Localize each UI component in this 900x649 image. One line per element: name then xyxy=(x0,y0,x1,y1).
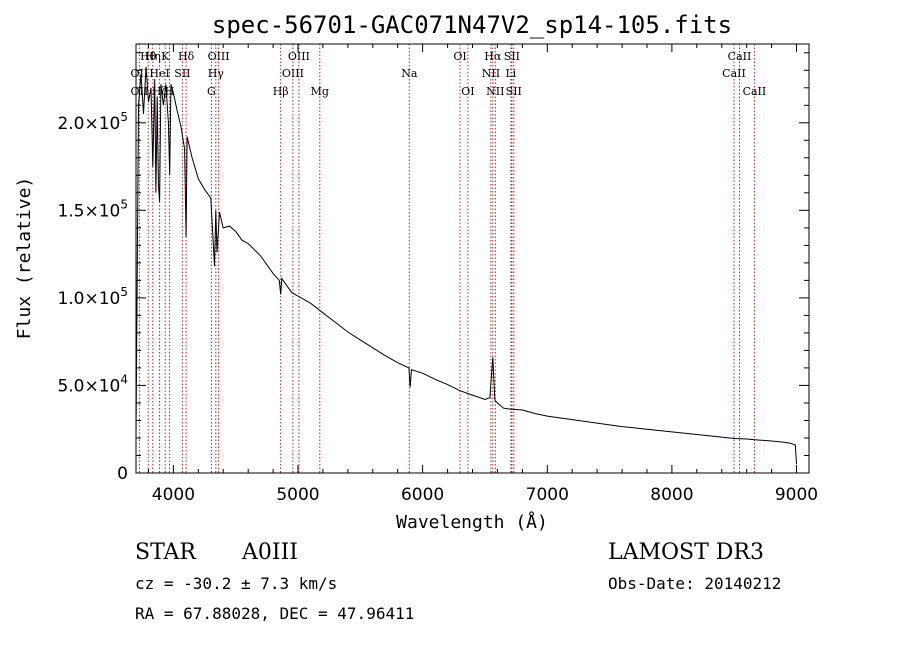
y-tick-label: 2.0×105 xyxy=(57,110,128,134)
observation-date: Obs-Date: 20140212 xyxy=(608,574,782,593)
y-tick-label: 0 xyxy=(117,464,128,484)
y-axis-label: Flux (relative) xyxy=(14,177,35,340)
emission-line-label: NII xyxy=(486,85,504,98)
emission-line-label: OIII xyxy=(208,50,230,63)
emission-line-label: Na xyxy=(401,67,418,80)
y-tick-label: 1.5×105 xyxy=(57,197,128,221)
emission-line-label: Hβ xyxy=(273,85,289,98)
emission-line-label: SII xyxy=(504,50,520,63)
emission-line-label: OII xyxy=(131,67,149,80)
object-subclass: A0III xyxy=(242,540,298,565)
emission-line-label: NII xyxy=(482,67,500,80)
emission-line-label: Mg xyxy=(311,85,329,98)
emission-line-label: K xyxy=(161,50,170,63)
emission-line-label: Hθ xyxy=(140,50,157,63)
emission-line-label: SII xyxy=(506,85,522,98)
emission-line-label: OI xyxy=(453,50,466,63)
emission-line-label: Li xyxy=(505,67,516,80)
plot-frame xyxy=(135,43,810,474)
y-tick-label: 5.0×104 xyxy=(57,372,128,396)
x-tick-label: 7000 xyxy=(526,485,569,505)
emission-line-label: Hη xyxy=(145,50,161,63)
emission-line-label: CaII xyxy=(722,67,746,80)
emission-line-label: G xyxy=(207,85,216,98)
emission-line-label: H xyxy=(165,85,175,98)
object-class: STAR xyxy=(135,540,196,565)
survey-name: LAMOST DR3 xyxy=(608,540,764,565)
emission-line-label: OIII xyxy=(282,67,304,80)
emission-line-markers xyxy=(138,44,755,473)
emission-line-label: Hγ xyxy=(208,67,225,80)
chart-title: spec-56701-GAC071N47V2_sp14-105.fits xyxy=(212,11,732,39)
redshift-velocity: cz = -30.2 ± 7.3 km/s xyxy=(135,574,338,593)
emission-line-label: CaII xyxy=(743,85,767,98)
coordinates: RA = 67.88028, DEC = 47.96411 xyxy=(135,604,415,623)
x-tick-label: 9000 xyxy=(775,485,818,505)
emission-line-label: OIII xyxy=(288,50,310,63)
x-tick-label: 6000 xyxy=(401,485,444,505)
y-axis-ticks: 0 5.0×104 1.0×105 1.5×105 2.0×105 xyxy=(57,52,809,484)
flux-series-line xyxy=(135,66,797,465)
x-tick-label: 5000 xyxy=(276,485,319,505)
emission-line-label: Hα xyxy=(484,50,502,63)
x-axis-ticks: 4000 5000 6000 7000 8000 9000 xyxy=(148,44,818,505)
emission-line-label: SII xyxy=(174,67,190,80)
emission-line-label: Hζ xyxy=(152,85,168,98)
x-tick-label: 4000 xyxy=(152,485,195,505)
emission-line-label: CaII xyxy=(728,50,752,63)
emission-line-label: HeI xyxy=(149,67,169,80)
y-tick-label: 1.0×105 xyxy=(57,285,128,309)
x-axis-label: Wavelength (Å) xyxy=(396,511,548,533)
emission-line-label: Hδ xyxy=(178,50,195,63)
emission-line-label: OI xyxy=(461,85,474,98)
x-tick-label: 8000 xyxy=(650,485,693,505)
